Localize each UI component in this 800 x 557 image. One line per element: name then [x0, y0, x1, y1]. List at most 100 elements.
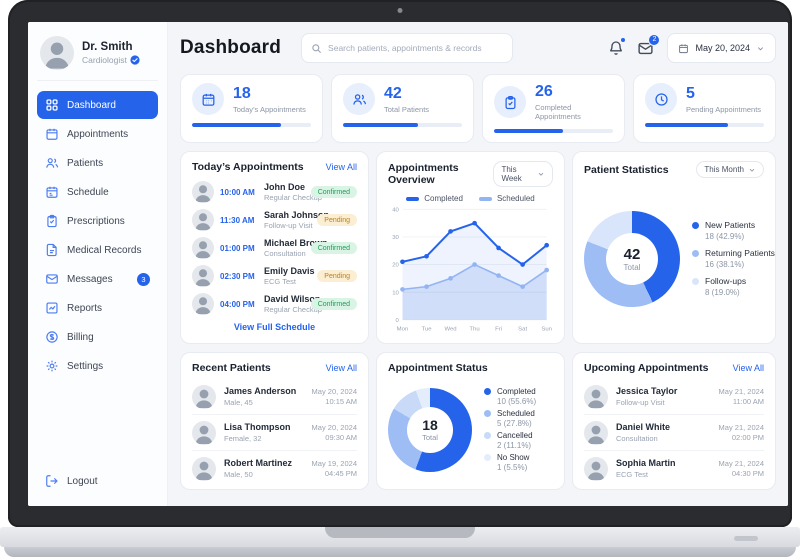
patient-row[interactable]: Robert Martinez Male, 50 May 19, 2024 04:4…: [192, 451, 357, 486]
appointment-type: ECG Test: [264, 277, 296, 286]
svg-text:Thu: Thu: [469, 326, 479, 332]
clipboard-icon: [45, 214, 59, 228]
user-name: Dr. Smith: [82, 41, 133, 53]
stat-label: Completed Appointments: [535, 103, 581, 121]
date-picker[interactable]: May 20, 2024: [667, 33, 776, 63]
sidebar-item-dashboard[interactable]: Dashboard: [37, 91, 158, 119]
appointment-date: May 21, 2024: [718, 422, 764, 432]
legend-value: 5 (27.8%): [497, 419, 532, 428]
sidebar-item-prescriptions[interactable]: Prescriptions: [37, 207, 158, 235]
sidebar-item-medical-records[interactable]: Medical Records: [37, 236, 158, 264]
patient-name: Sophia Martin: [616, 458, 676, 469]
view-full-schedule-link[interactable]: View Full Schedule: [233, 322, 316, 332]
legend-label: Scheduled: [497, 409, 535, 418]
notifications-button[interactable]: [608, 37, 627, 56]
sidebar-item-label: Appointments: [67, 128, 129, 140]
stat-card-completed-appointments[interactable]: 26 Completed Appointments: [482, 74, 625, 143]
calendar-icon: [192, 83, 224, 115]
stat-value: 42: [384, 84, 402, 102]
appointment-row[interactable]: 04:00 PM David Wilson Regular Checkup Con…: [192, 290, 357, 318]
period-select[interactable]: This Week: [493, 161, 553, 187]
status-badge: Confirmed: [310, 186, 357, 198]
view-all-link[interactable]: View All: [325, 162, 357, 172]
donut-total-label: Total: [623, 262, 641, 272]
view-all-link[interactable]: View All: [325, 363, 357, 373]
sidebar-item-label: Settings: [67, 360, 104, 372]
stat-card-pending-appointments[interactable]: 5 Pending Appointments: [633, 74, 776, 143]
status-badge: Confirmed: [310, 242, 357, 254]
sidebar: Dr. Smith Cardiologist Dashboard Appoint…: [28, 22, 168, 506]
view-all-link[interactable]: View All: [732, 363, 764, 373]
donut-total: 42: [623, 245, 641, 263]
appointment-status-panel: Appointment Status 18 Total Completed 10 …: [376, 352, 565, 490]
panel-title: Appointments Overview: [388, 162, 459, 186]
sidebar-item-patients[interactable]: Patients: [37, 149, 158, 177]
legend-swatch: [406, 196, 420, 201]
sidebar-item-schedule[interactable]: Schedule: [37, 178, 158, 206]
patient-meta: Female, 32: [224, 433, 262, 443]
appointment-time: 04:30 PM: [731, 469, 764, 479]
stat-label: Pending Appointments: [686, 104, 762, 114]
appointment-row[interactable]: Jessica Taylor Follow-up Visit May 21, 20…: [584, 379, 764, 415]
legend-dot: [484, 454, 491, 461]
patient-name: David Wilson: [264, 294, 321, 304]
legend-value: 16 (38.1%): [705, 260, 745, 269]
messages-button[interactable]: 2: [637, 33, 661, 57]
patient-row[interactable]: Lisa Thompson Female, 32 May 20, 2024 09:3…: [192, 415, 357, 451]
svg-text:Tue: Tue: [421, 326, 432, 332]
legend-value: 2 (11.1%): [497, 441, 532, 450]
logout-icon: [45, 474, 59, 488]
status-badge: Pending: [317, 214, 357, 226]
stat-card-todays-appointments[interactable]: 18 Today’s Appointments: [180, 74, 323, 143]
logout-button[interactable]: Logout: [37, 467, 158, 495]
avatar: [192, 265, 214, 287]
appointment-row[interactable]: Daniel White Consultation May 21, 2024 02:…: [584, 415, 764, 451]
user-profile[interactable]: Dr. Smith Cardiologist: [37, 34, 158, 81]
period-select[interactable]: This Month: [696, 161, 764, 178]
clipboard-check-icon: [494, 86, 526, 118]
appointment-row[interactable]: 11:30 AM Sarah Johnson Follow-up Visit Pe…: [192, 206, 357, 234]
legend-label: Completed: [497, 387, 536, 396]
stat-value: 26: [535, 83, 553, 100]
appointment-type: ECG Test: [616, 469, 648, 479]
stat-card-total-patients[interactable]: 42 Total Patients: [331, 74, 474, 143]
avatar: [192, 209, 214, 231]
appointment-row[interactable]: 01:00 PM Michael Brown Consultation Confi…: [192, 234, 357, 262]
sidebar-item-billing[interactable]: Billing: [37, 323, 158, 351]
appointment-row[interactable]: 10:00 AM John Doe Regular Checkup Confirm…: [192, 178, 357, 206]
legend-dot: [484, 410, 491, 417]
avatar: [584, 420, 608, 445]
mail-icon: [45, 272, 59, 286]
stat-label: Today’s Appointments: [233, 104, 306, 114]
search-input[interactable]: [328, 43, 504, 53]
legend-dot: [484, 388, 491, 395]
donut-total: 18: [422, 417, 438, 433]
visit-date: May 20, 2024: [311, 386, 357, 396]
sidebar-item-label: Dashboard: [67, 99, 116, 111]
sidebar-item-reports[interactable]: Reports: [37, 294, 158, 322]
sidebar-item-settings[interactable]: Settings: [37, 352, 158, 380]
progress-bar: [192, 123, 311, 127]
sidebar-item-appointments[interactable]: Appointments: [37, 120, 158, 148]
avatar: [192, 237, 214, 259]
legend-label: Returning Patients: [705, 248, 775, 258]
svg-text:20: 20: [392, 263, 399, 269]
appointment-time: 11:30 AM: [220, 215, 255, 225]
visit-time: 10:15 AM: [325, 397, 357, 407]
legend-label: No Show: [497, 453, 530, 462]
donut-total-label: Total: [422, 433, 438, 442]
search-box: [301, 33, 514, 63]
todays-appointments-panel: Today’s Appointments View All 10:00 AM J…: [180, 151, 369, 344]
laptop-hinge-notch: [325, 527, 475, 538]
sidebar-item-messages[interactable]: Messages 3: [37, 265, 158, 293]
calendar-icon: [45, 127, 59, 141]
appointment-row[interactable]: 02:30 PM Emily Davis ECG Test Pending: [192, 262, 357, 290]
appointment-time: 01:00 PM: [220, 243, 255, 253]
appointment-type: Consultation: [616, 433, 658, 443]
patient-row[interactable]: James Anderson Male, 45 May 20, 2024 10:15…: [192, 379, 357, 415]
appointment-row[interactable]: Sophia Martin ECG Test May 21, 2024 04:30 …: [584, 451, 764, 486]
bell-icon: [610, 41, 623, 55]
panel-title: Today’s Appointments: [192, 161, 304, 173]
laptop-base: [0, 527, 800, 547]
